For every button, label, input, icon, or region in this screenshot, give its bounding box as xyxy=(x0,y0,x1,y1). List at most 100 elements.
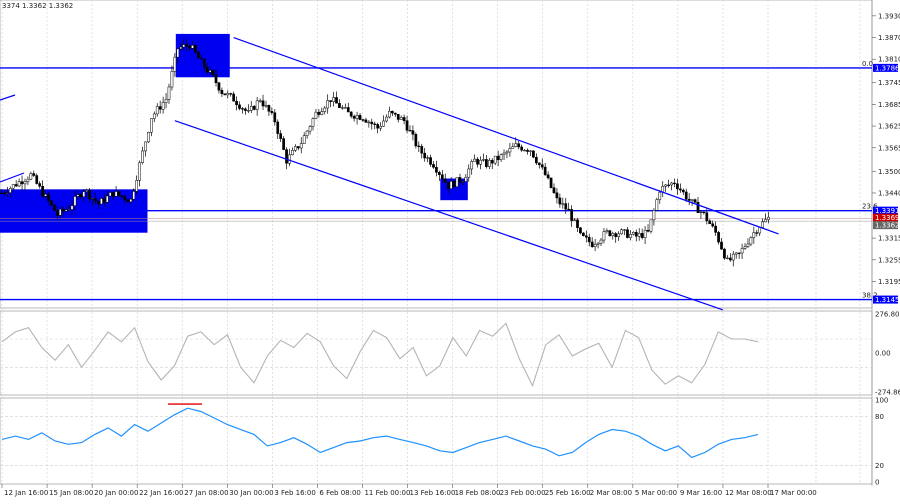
candle-body xyxy=(305,130,309,136)
candle-body xyxy=(723,248,726,259)
candle-body xyxy=(514,143,518,147)
candle-body xyxy=(643,229,647,238)
candle-body xyxy=(649,219,653,232)
candle-body xyxy=(152,113,156,119)
candle-body xyxy=(173,56,177,72)
candle-body xyxy=(599,239,603,244)
candle-body xyxy=(646,229,650,232)
x-tick-label: 12 Jan 16:00 xyxy=(4,489,48,497)
cci-tick-label: -274.865 xyxy=(875,388,900,396)
candle-body xyxy=(576,219,579,228)
fib-label: 38.2 xyxy=(862,292,878,300)
candle-body xyxy=(726,257,729,260)
trendline-fragment xyxy=(0,172,25,183)
y-tick-label: 1.3315 xyxy=(878,235,900,243)
candle-body xyxy=(67,209,71,211)
candle-body xyxy=(217,82,221,91)
candle-body xyxy=(238,104,241,109)
candle-body xyxy=(29,173,33,180)
candle-body xyxy=(176,48,180,58)
candle-body xyxy=(728,257,732,261)
candle-body xyxy=(341,107,344,109)
level-price-tag: 1.3786 xyxy=(873,63,900,72)
candle-body xyxy=(596,242,600,245)
candle-body xyxy=(761,221,765,228)
candle-body xyxy=(482,159,485,161)
y-tick-label: 1.3810 xyxy=(878,56,900,64)
candle-body xyxy=(690,199,694,201)
candle-body xyxy=(302,135,306,144)
candle-body xyxy=(405,120,409,131)
candle-body xyxy=(91,198,94,200)
candle-body xyxy=(276,121,280,134)
candle-body xyxy=(532,150,535,158)
candle-body xyxy=(749,237,753,245)
candle-body xyxy=(129,198,133,203)
candle-body xyxy=(699,211,703,214)
x-tick-label: 6 Feb 08:00 xyxy=(319,489,360,497)
trend-channel xyxy=(0,36,779,311)
candle-body xyxy=(496,155,500,160)
candle-body xyxy=(47,193,50,202)
candle-body xyxy=(435,167,438,173)
candle-body xyxy=(652,210,656,221)
candle-body xyxy=(390,110,394,114)
cci-indicator xyxy=(0,322,872,388)
candle-body xyxy=(164,99,168,103)
x-tick-label: 25 Feb 16:00 xyxy=(545,489,591,497)
x-tick-label: 23 Feb 00:00 xyxy=(500,489,546,497)
candle-body xyxy=(535,156,538,164)
candle-body xyxy=(605,230,609,232)
candle-body xyxy=(317,111,321,115)
candle-body xyxy=(376,124,380,129)
candle-body xyxy=(629,234,632,238)
candle-body xyxy=(199,57,203,60)
candle-body xyxy=(220,89,224,94)
candle-body xyxy=(561,203,565,205)
price-tag-bg xyxy=(873,295,898,304)
candle-body xyxy=(614,233,618,237)
candle-body xyxy=(261,100,265,107)
candle-body xyxy=(273,112,277,123)
horizontal-levels: 0.01.3786 23.61.3391 38.21.3145 1.33691.336… xyxy=(0,60,900,304)
candle-body xyxy=(367,121,371,124)
candle-body xyxy=(526,149,529,152)
candle-body xyxy=(579,227,582,234)
candle-body xyxy=(244,108,247,111)
candle-body xyxy=(355,115,359,119)
candle-body xyxy=(373,123,377,125)
candle-body xyxy=(308,126,312,132)
candle-body xyxy=(520,146,524,151)
cci-tick-label: 276.8074 xyxy=(875,311,900,319)
candle-body xyxy=(767,216,770,220)
candle-body xyxy=(97,201,100,205)
x-tick-label: 13 Feb 16:00 xyxy=(410,489,456,497)
candle-body xyxy=(288,154,291,164)
candle-body xyxy=(687,198,691,201)
candle-body xyxy=(232,93,235,102)
candle-body xyxy=(611,233,615,236)
candle-body xyxy=(696,201,700,213)
candle-body xyxy=(455,177,459,187)
candle-body xyxy=(194,45,197,53)
candle-body xyxy=(20,181,24,185)
x-tick-label: 30 Jan 00:00 xyxy=(229,489,273,497)
candle-body xyxy=(461,181,465,183)
candle-body xyxy=(667,184,670,186)
candle-body xyxy=(147,131,150,143)
y-tick-label: 1.3500 xyxy=(878,168,900,176)
candle-body xyxy=(379,125,382,129)
candle-body xyxy=(567,208,571,211)
candle-body xyxy=(414,134,418,147)
candle-body xyxy=(479,159,482,165)
candle-body xyxy=(285,149,288,164)
price-tag-bg xyxy=(873,221,898,230)
x-tick-label: 17 Mar 00:00 xyxy=(770,489,817,497)
candle-body xyxy=(734,252,738,255)
y-tick-label: 1.3440 xyxy=(878,189,900,197)
candle-body xyxy=(540,164,544,168)
candle-body xyxy=(637,233,641,237)
candle-body xyxy=(158,106,162,110)
candle-body xyxy=(420,146,424,154)
candle-body xyxy=(294,146,297,151)
